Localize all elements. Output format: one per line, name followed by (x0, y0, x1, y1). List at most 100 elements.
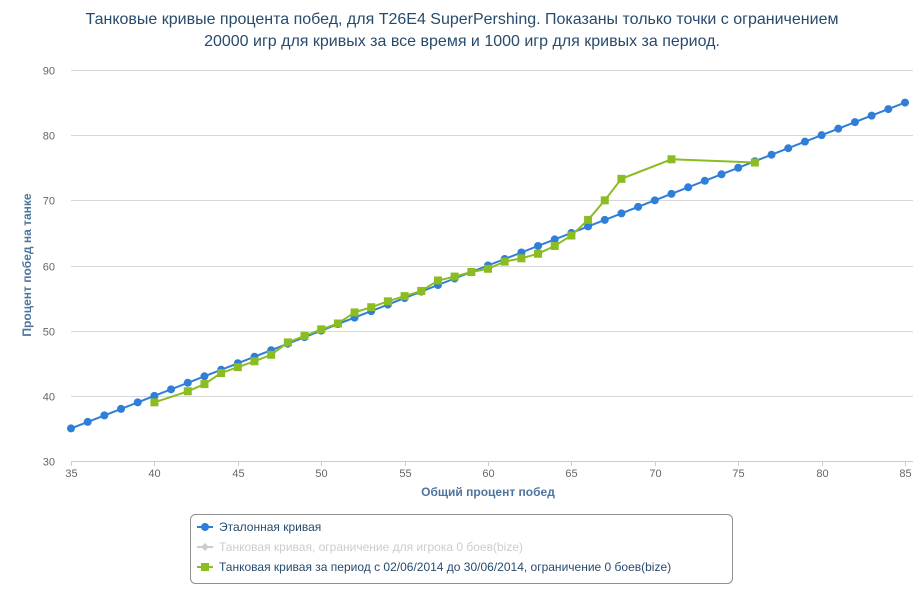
data-point[interactable] (133, 398, 142, 407)
data-point[interactable] (667, 155, 676, 164)
y-tick-label: 60 (43, 262, 55, 274)
data-point[interactable] (517, 254, 526, 263)
data-point[interactable] (300, 331, 309, 340)
data-point[interactable] (534, 249, 543, 258)
data-point[interactable] (484, 264, 492, 273)
data-point[interactable] (784, 144, 793, 153)
data-point[interactable] (183, 378, 192, 387)
y-tick-label: 70 (43, 196, 55, 208)
x-tick-label: 55 (399, 468, 411, 480)
data-point[interactable] (67, 424, 75, 433)
data-point[interactable] (584, 222, 593, 231)
data-point[interactable] (901, 98, 909, 107)
data-point[interactable] (217, 369, 226, 378)
data-point[interactable] (700, 176, 709, 185)
data-point[interactable] (117, 404, 126, 413)
data-point[interactable] (283, 338, 292, 347)
data-point[interactable] (667, 189, 676, 198)
data-point[interactable] (834, 124, 843, 133)
data-point[interactable] (317, 325, 326, 334)
data-point[interactable] (500, 257, 509, 266)
data-point[interactable] (800, 137, 809, 146)
x-axis-title: Общий процент побед (421, 485, 555, 499)
data-point[interactable] (183, 387, 192, 396)
data-point[interactable] (550, 235, 559, 244)
chart-title-line-1: Танковые кривые процента побед, для T26E… (86, 11, 839, 28)
data-point[interactable] (150, 398, 159, 407)
data-point[interactable] (617, 174, 626, 183)
data-point[interactable] (433, 276, 442, 285)
data-point[interactable] (200, 372, 209, 381)
legend-label: Эталонная кривая (219, 520, 321, 534)
data-point[interactable] (83, 417, 92, 426)
data-point[interactable] (584, 215, 593, 224)
legend-circle-marker-icon (201, 523, 209, 531)
y-tick-label: 30 (43, 457, 55, 469)
x-tick-label: 75 (732, 468, 744, 480)
series-2 (150, 155, 759, 407)
data-point[interactable] (450, 272, 459, 281)
legend: Эталонная кривая Танковая кривая, ограни… (190, 514, 733, 584)
data-point[interactable] (884, 105, 893, 114)
data-point[interactable] (367, 303, 376, 312)
legend-item-series-1[interactable]: Танковая кривая, ограничение для игрока … (197, 540, 523, 554)
y-tick-label: 90 (43, 66, 55, 78)
data-point[interactable] (200, 380, 209, 389)
y-tick-label: 40 (43, 392, 55, 404)
data-point[interactable] (617, 209, 626, 218)
data-point[interactable] (750, 158, 759, 167)
data-point[interactable] (534, 241, 543, 250)
y-tick-label: 50 (43, 327, 55, 339)
legend-diamond-marker-icon (201, 543, 209, 551)
data-point[interactable] (817, 131, 826, 140)
legend-box (190, 514, 733, 584)
x-tick-label: 35 (65, 468, 77, 480)
data-point[interactable] (100, 411, 109, 420)
data-point[interactable] (567, 231, 576, 240)
data-point[interactable] (684, 183, 693, 192)
legend-square-marker-icon (201, 563, 209, 571)
data-point[interactable] (600, 196, 609, 205)
data-point[interactable] (850, 118, 859, 127)
data-point[interactable] (250, 357, 259, 366)
x-tick-label: 70 (649, 468, 661, 480)
legend-item-series-2[interactable]: Танковая кривая за период с 02/06/2014 д… (197, 560, 671, 574)
y-axis-title: Процент побед на танке (20, 193, 34, 336)
x-tick-label: 60 (482, 468, 494, 480)
data-point[interactable] (717, 170, 726, 179)
data-point[interactable] (417, 286, 426, 295)
data-point[interactable] (767, 150, 776, 159)
data-point[interactable] (550, 241, 559, 250)
y-tick-label: 80 (43, 131, 55, 143)
legend-item-series-0[interactable]: Эталонная кривая (197, 520, 321, 534)
chart-title: Танковые кривые процента побед, для T26E… (86, 11, 839, 50)
data-point[interactable] (650, 196, 659, 205)
data-point[interactable] (333, 319, 342, 328)
legend-label: Танковая кривая за период с 02/06/2014 д… (219, 560, 671, 574)
data-point[interactable] (150, 391, 159, 400)
chart-title-line-2: 20000 игр для кривых за все время и 1000… (204, 33, 720, 50)
x-axis-ticks: 35 40 45 50 55 60 65 70 75 80 85 (65, 461, 912, 480)
x-tick-label: 80 (816, 468, 828, 480)
data-point[interactable] (400, 292, 409, 301)
data-point[interactable] (383, 297, 392, 306)
x-tick-label: 50 (315, 468, 327, 480)
data-point[interactable] (634, 202, 643, 211)
data-point[interactable] (734, 163, 743, 172)
x-tick-label: 40 (148, 468, 160, 480)
x-tick-label: 85 (899, 468, 911, 480)
data-point[interactable] (867, 111, 876, 120)
series-layer (67, 98, 909, 433)
data-point[interactable] (467, 268, 476, 277)
data-point[interactable] (600, 215, 609, 224)
y-axis-ticks: 30 40 50 60 70 80 90 (43, 66, 55, 469)
data-point[interactable] (167, 385, 176, 394)
gridlines (71, 70, 913, 462)
data-point[interactable] (233, 363, 242, 372)
legend-label: Танковая кривая, ограничение для игрока … (219, 540, 523, 554)
x-tick-label: 65 (565, 468, 577, 480)
x-tick-label: 45 (232, 468, 244, 480)
data-point[interactable] (350, 308, 359, 317)
data-point[interactable] (267, 350, 276, 359)
